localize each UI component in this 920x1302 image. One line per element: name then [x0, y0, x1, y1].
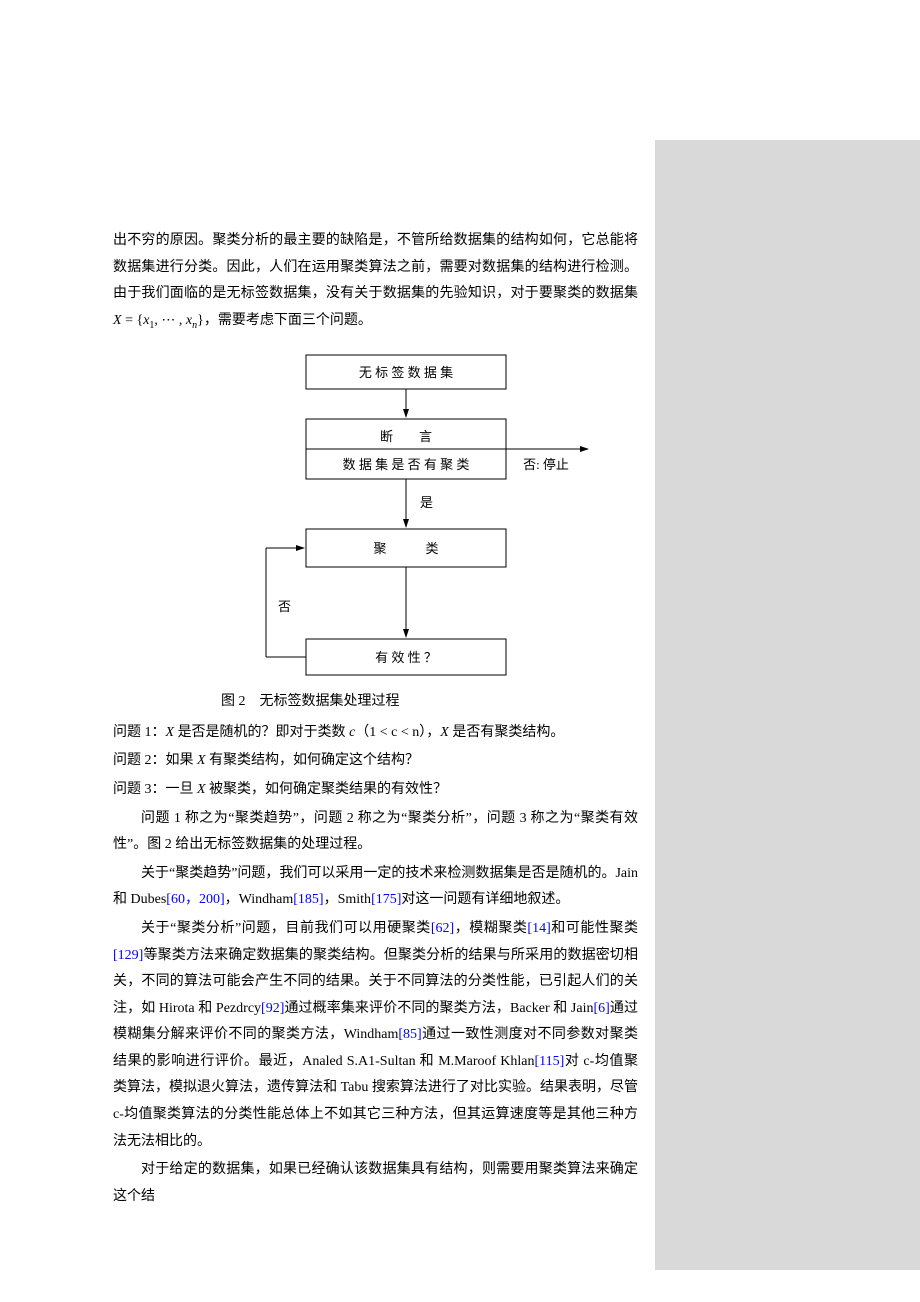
node-cluster-text: 聚 类 [373, 541, 438, 556]
q1-X: X [166, 725, 175, 740]
b3-m1: ，模糊聚类 [454, 921, 527, 936]
ref-115[interactable]: [115] [534, 1054, 564, 1069]
q2-X: X [197, 753, 206, 768]
b3-m2: 和可能性聚类 [551, 921, 638, 936]
q1-X2: X [440, 725, 449, 740]
node-assertion-bottom: 数 据 集 是 否 有 聚 类 [342, 457, 469, 472]
q1-tail: 是否有聚类结构。 [449, 725, 565, 740]
q3-pre: 问题 3：一旦 [113, 782, 197, 797]
ref-62[interactable]: [62] [431, 921, 454, 936]
content-column: 出不穷的原因。聚类分析的最主要的缺陷是，不管所给数据集的结构如何，它总能将数据集… [113, 0, 638, 1210]
intro-text-2: ，需要考虑下面三个问题。 [204, 313, 372, 328]
ref-6[interactable]: [6] [593, 1001, 609, 1016]
intro-paragraph: 出不穷的原因。聚类分析的最主要的缺陷是，不管所给数据集的结构如何，它总能将数据集… [113, 228, 638, 335]
ref-14[interactable]: [14] [527, 921, 550, 936]
figure-flowchart: 无 标 签 数 据 集 断 言 数 据 集 是 否 有 聚 类 否: 停止 是 … [113, 349, 638, 690]
q3-tail: 被聚类，如何确定聚类结果的有效性？ [206, 782, 448, 797]
label-no-stop: 否: 停止 [523, 457, 569, 472]
question-list: 问题 1：X 是否是随机的？即对于类数 c（1 < c < n），X 是否有聚类… [113, 720, 638, 804]
q3-X: X [197, 782, 206, 797]
ref-85[interactable]: [85] [398, 1027, 421, 1042]
formula-eq: = { [122, 313, 144, 328]
q2-pre: 问题 2：如果 [113, 753, 197, 768]
ref-60-200[interactable]: [60，200] [166, 892, 224, 907]
ref-92[interactable]: [92] [261, 1001, 284, 1016]
body-para-1: 问题 1 称之为“聚类趋势”，问题 2 称之为“聚类分析”，问题 3 称之为“聚… [113, 806, 638, 859]
formula-close: } [197, 313, 204, 328]
question-3: 问题 3：一旦 X 被聚类，如何确定聚类结果的有效性？ [113, 777, 638, 804]
q1-mid1: 是否是随机的？即对于类数 [174, 725, 349, 740]
ref-175[interactable]: [175] [371, 892, 401, 907]
node-validity-text: 有 效 性 ？ [375, 650, 437, 665]
q2-tail: 有聚类结构，如何确定这个结构？ [206, 753, 420, 768]
flowchart-svg: 无 标 签 数 据 集 断 言 数 据 集 是 否 有 聚 类 否: 停止 是 … [156, 349, 596, 679]
question-1: 问题 1：X 是否是随机的？即对于类数 c（1 < c < n），X 是否有聚类… [113, 720, 638, 747]
formula-X: X [113, 313, 122, 328]
b3-m4: 通过概率集来评价不同的聚类方法，Backer 和 Jain [284, 1001, 593, 1016]
b2-tail: 对这一问题有详细地叙述。 [401, 892, 569, 907]
q1-range: （1 < c < n） [355, 725, 426, 740]
figure-caption: 图 2 无标签数据集处理过程 [221, 689, 638, 716]
q1-pre: 问题 1： [113, 725, 166, 740]
ref-129[interactable]: [129] [113, 948, 143, 963]
intro-text-1: 出不穷的原因。聚类分析的最主要的缺陷是，不管所给数据集的结构如何，它总能将数据集… [113, 233, 638, 301]
q1-mid2: ， [426, 725, 440, 740]
sidebar-gray [655, 140, 920, 1270]
b3-pre: 关于“聚类分析”问题，目前我们可以用硬聚类 [141, 921, 431, 936]
node-unlabeled-text: 无 标 签 数 据 集 [358, 365, 452, 380]
b2-m2: ，Smith [324, 892, 371, 907]
node-assertion-top: 断 言 [379, 429, 431, 444]
label-yes: 是 [420, 495, 433, 510]
body-para-4: 对于给定的数据集，如果已经确认该数据集具有结构，则需要用聚类算法来确定这个结 [113, 1157, 638, 1210]
b2-m1: ，Windham [225, 892, 294, 907]
label-no: 否 [278, 599, 291, 614]
page: 出不穷的原因。聚类分析的最主要的缺陷是，不管所给数据集的结构如何，它总能将数据集… [0, 0, 920, 1210]
ref-185[interactable]: [185] [293, 892, 323, 907]
body-para-3: 关于“聚类分析”问题，目前我们可以用硬聚类[62]，模糊聚类[14]和可能性聚类… [113, 916, 638, 1155]
formula-mid: , ⋯ , [154, 313, 186, 328]
question-2: 问题 2：如果 X 有聚类结构，如何确定这个结构？ [113, 748, 638, 775]
body-para-2: 关于“聚类趋势”问题，我们可以采用一定的技术来检测数据集是否是随机的。Jain … [113, 861, 638, 914]
